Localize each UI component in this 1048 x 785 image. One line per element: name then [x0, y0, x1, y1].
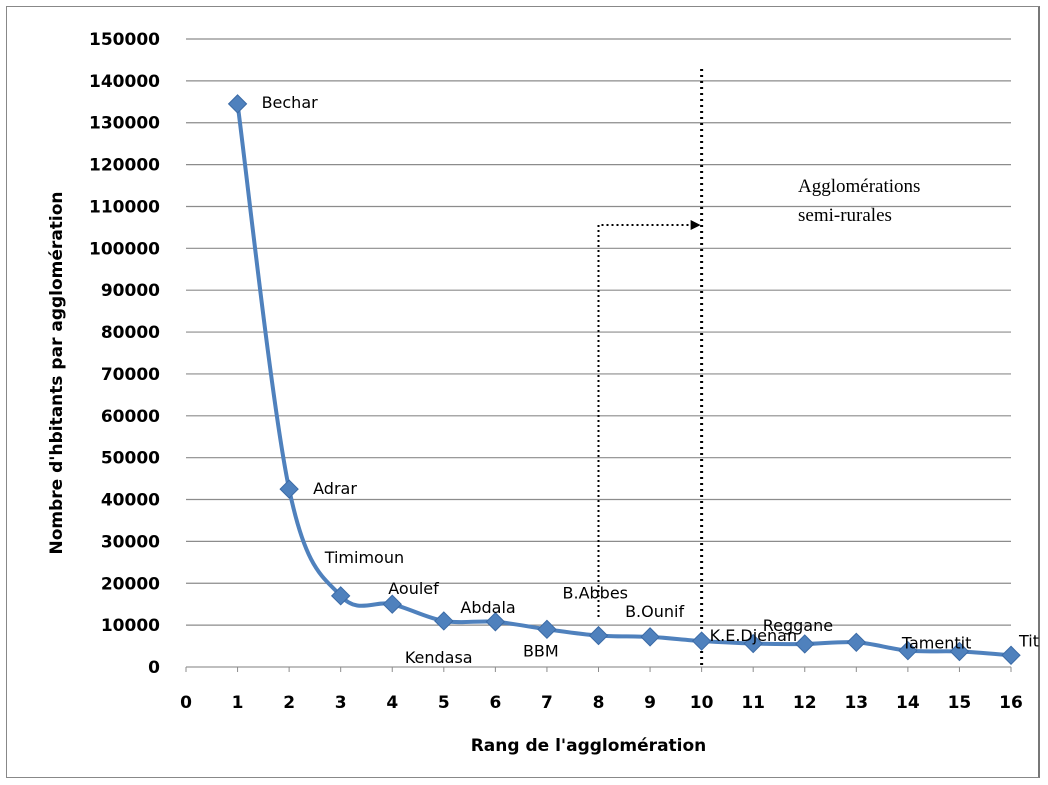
data-label: Tit: [1018, 631, 1039, 650]
y-tick-label: 90000: [101, 281, 160, 301]
data-label: B.Abbes: [563, 584, 629, 603]
data-label: Kendasa: [405, 648, 473, 667]
data-label: Abdala: [460, 598, 515, 617]
x-tick-label: 8: [593, 693, 605, 713]
x-tick-label: 15: [948, 693, 972, 713]
annotation-arrow: [597, 220, 701, 617]
x-tick-label: 2: [283, 693, 295, 713]
x-tick-label: 6: [489, 693, 501, 713]
x-tick-label: 3: [335, 693, 347, 713]
y-tick-label: 130000: [89, 114, 160, 134]
x-tick-labels: 0 1 2 3 4 5 6 7 8 9 10 11 12 13 14 15 16: [180, 693, 1023, 713]
y-tick-label: 0: [148, 658, 160, 678]
data-point-marker: [846, 632, 867, 653]
x-tick-label: 10: [690, 693, 714, 713]
data-label: K.E.Djenan: [710, 626, 797, 645]
data-point-marker: [588, 625, 609, 646]
y-tick-label: 140000: [89, 72, 160, 92]
data-label: Bechar: [262, 93, 319, 112]
annotation-text-line2: semi-rurales: [798, 205, 892, 226]
x-tick-label: 1: [232, 693, 244, 713]
y-tick-label: 110000: [89, 197, 160, 217]
data-label: Adrar: [313, 479, 357, 498]
x-tick-label: 0: [180, 693, 192, 713]
y-tick-label: 80000: [101, 323, 160, 343]
y-tick-label: 60000: [101, 407, 160, 427]
x-tick-label: 13: [844, 693, 868, 713]
data-label: BBM: [523, 641, 559, 660]
x-tick-label: 16: [999, 693, 1023, 713]
y-tick-labels: 0 10000 20000 30000 40000 50000 60000 70000 8000…: [89, 30, 160, 678]
data-point-marker: [691, 631, 712, 651]
x-tick-label: 12: [793, 693, 817, 713]
y-axis-title: Nombre d'hbitants par agglomération: [47, 191, 67, 554]
data-point-marker: [795, 634, 815, 654]
y-tick-label: 10000: [101, 616, 160, 636]
data-point-marker: [434, 611, 454, 631]
gridlines: [185, 38, 1012, 672]
x-axis-title: Rang de l'agglomération: [471, 736, 707, 756]
data-label: Aoulef: [388, 579, 439, 598]
y-tick-label: 30000: [101, 532, 160, 552]
data-point-marker: [743, 633, 763, 654]
data-point-marker: [537, 619, 557, 640]
y-tick-label: 120000: [89, 156, 160, 176]
x-tick-label: 14: [896, 693, 920, 713]
y-tick-label: 150000: [89, 30, 160, 50]
data-point-marker: [382, 594, 402, 614]
data-point-marker: [1001, 645, 1021, 665]
data-point-marker: [227, 94, 248, 114]
data-label: B.Ounif: [625, 602, 684, 621]
chart-frame: 0 10000 20000 30000 40000 50000 60000 70000 8000…: [6, 6, 1040, 778]
data-point-marker: [330, 586, 351, 606]
y-tick-label: 100000: [89, 239, 160, 259]
x-tick-label: 5: [438, 693, 450, 713]
point-labels: Bechar Adrar Timimoun Aoulef Kendasa Abdala BB…: [262, 93, 1039, 667]
data-point-marker: [640, 627, 660, 647]
x-tick-label: 4: [386, 693, 398, 713]
x-tick-label: 9: [644, 693, 656, 713]
annotation-group: Agglomérations semi-rurales: [597, 69, 920, 669]
data-label: Timimoun: [324, 548, 404, 567]
line-chart: 0 10000 20000 30000 40000 50000 60000 70000 8000…: [47, 30, 1039, 756]
y-tick-label: 20000: [101, 574, 160, 594]
data-point-marker: [485, 612, 506, 632]
annotation-text-line1: Agglomérations: [798, 176, 920, 197]
y-tick-label: 70000: [101, 365, 160, 385]
data-label: Reggane: [763, 616, 833, 635]
series-group: [227, 94, 1021, 665]
y-tick-label: 40000: [101, 491, 160, 511]
data-point-marker: [949, 641, 970, 662]
x-tick-label: 7: [541, 693, 553, 713]
x-tick-label: 11: [741, 693, 765, 713]
data-label: Tamentit: [901, 634, 972, 653]
data-point-marker: [279, 479, 299, 499]
y-tick-label: 50000: [101, 449, 160, 469]
data-point-marker: [898, 640, 918, 661]
